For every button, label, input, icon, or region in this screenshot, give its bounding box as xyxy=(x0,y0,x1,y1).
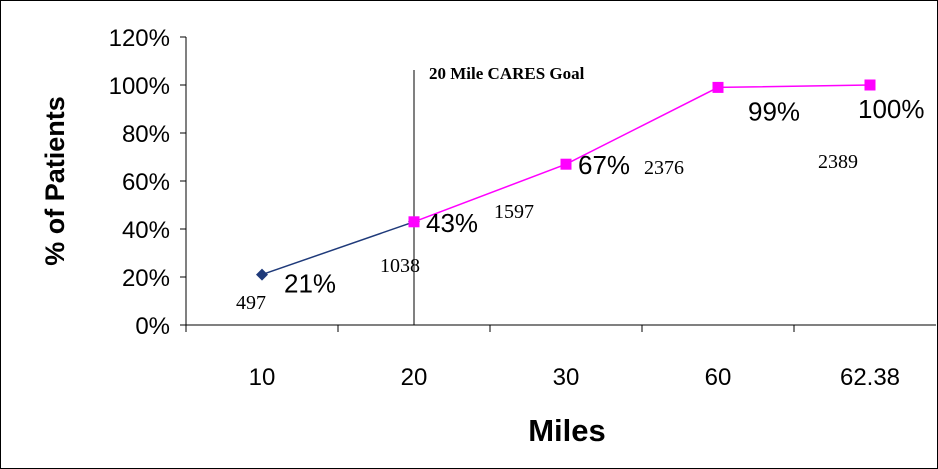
x-tick-label: 30 xyxy=(553,364,580,391)
series-point xyxy=(712,81,724,93)
y-axis-title: % of Patients xyxy=(40,96,70,266)
y-tick-label: 100% xyxy=(109,73,170,100)
goal-label: 20 Mile CARES Goal xyxy=(429,64,585,83)
series-point xyxy=(560,158,572,170)
series-line xyxy=(261,221,415,276)
count-label: 1038 xyxy=(380,255,420,277)
y-tick-label: 120% xyxy=(109,25,170,52)
series-point xyxy=(256,268,268,281)
data-label: 100% xyxy=(858,94,925,124)
y-tick-label: 20% xyxy=(122,265,170,292)
count-label: 2389 xyxy=(818,151,858,173)
data-label: 67% xyxy=(578,150,630,180)
data-label: 99% xyxy=(748,96,800,126)
data-label: 21% xyxy=(284,269,336,299)
y-tick-label: 60% xyxy=(122,169,170,196)
x-axis-title: Miles xyxy=(528,413,606,448)
data-labels: 21% 43% 67% 99% 100% xyxy=(284,94,925,299)
series-point xyxy=(864,79,876,91)
y-tick-label: 0% xyxy=(135,313,170,340)
series-group xyxy=(256,79,876,281)
y-tick-label: 80% xyxy=(122,121,170,148)
count-label: 2376 xyxy=(644,157,684,179)
count-label: 1597 xyxy=(494,201,534,223)
x-tick-label: 20 xyxy=(401,364,428,391)
goal-marker: 20 Mile CARES Goal xyxy=(413,64,585,325)
x-tick-label: 10 xyxy=(249,364,276,391)
series-line xyxy=(413,84,871,223)
count-label: 497 xyxy=(236,292,266,314)
series-point xyxy=(408,216,420,228)
x-tick-label: 62.38 xyxy=(840,364,900,391)
x-ticks: 10 20 30 60 62.38 xyxy=(185,325,900,391)
y-tick-label: 40% xyxy=(122,217,170,244)
x-tick-label: 60 xyxy=(705,364,732,391)
count-labels: 497 1038 1597 2376 2389 xyxy=(236,151,858,314)
y-ticks: 0% 20% 40% 60% 80% 100% 120% xyxy=(109,25,186,340)
data-label: 43% xyxy=(426,208,478,238)
